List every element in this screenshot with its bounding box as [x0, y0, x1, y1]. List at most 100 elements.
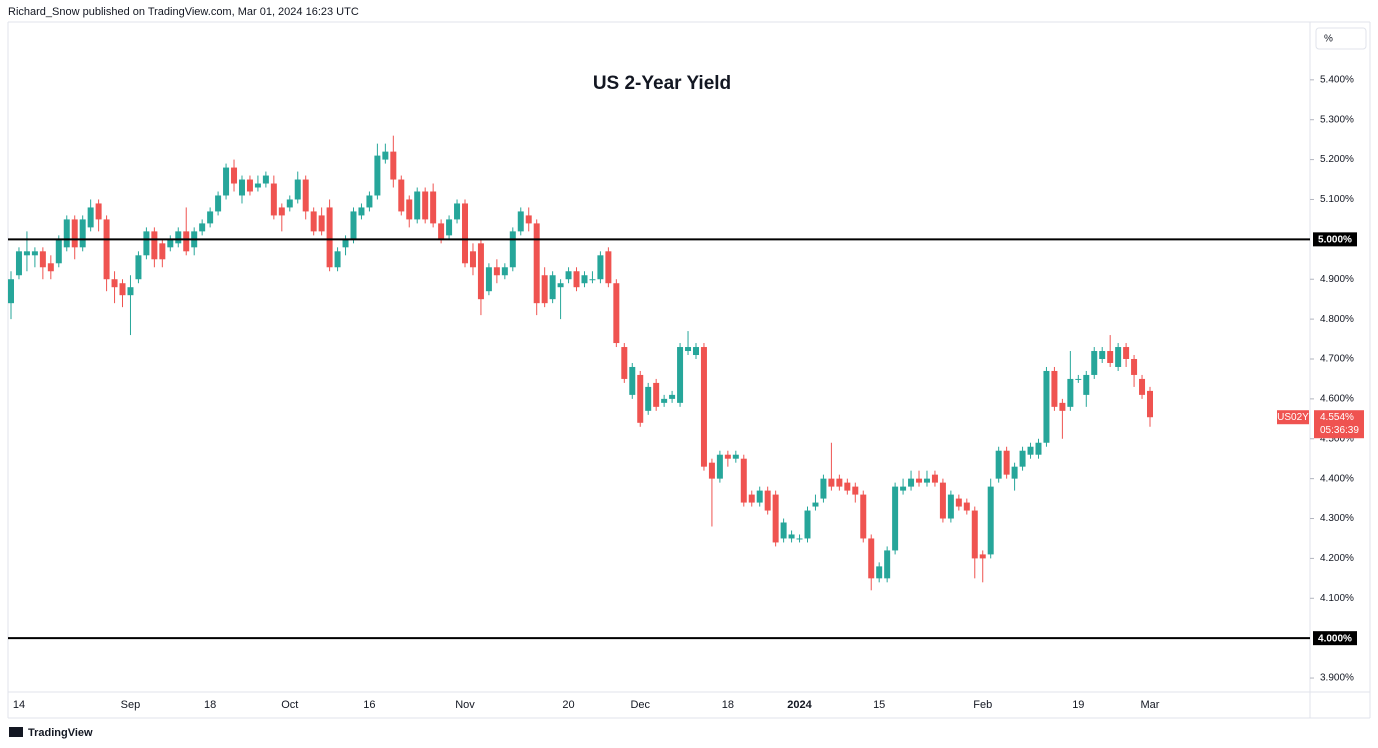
candle-body	[836, 478, 843, 487]
candle-body	[573, 271, 580, 288]
candle-body	[286, 199, 293, 208]
publish-info: Richard_Snow published on TradingView.co…	[8, 6, 359, 18]
candle-body	[63, 219, 70, 248]
candle-body	[1091, 351, 1098, 375]
candle-body	[350, 211, 357, 240]
y-tick-label: 5.200%	[1320, 154, 1354, 165]
candle-body	[438, 223, 445, 240]
candle-body	[223, 167, 230, 196]
candle-body	[262, 175, 269, 184]
x-tick-label: Mar	[1141, 699, 1160, 711]
level-label-box	[1313, 631, 1357, 646]
candle-body	[700, 347, 707, 467]
candle-body	[175, 231, 182, 244]
candle-body	[199, 223, 206, 232]
candle-body	[493, 267, 500, 276]
candle-body	[796, 538, 803, 540]
candle-body	[669, 394, 676, 399]
candle-body	[485, 267, 492, 292]
x-tick-label: 2024	[787, 699, 812, 711]
candle-body	[860, 494, 867, 539]
candle-body	[533, 223, 540, 304]
candle-body	[1099, 351, 1106, 359]
candle-body	[716, 454, 723, 479]
candle-body	[629, 366, 636, 395]
candle-body	[366, 195, 373, 208]
candle-body	[1075, 378, 1082, 380]
candle-body	[908, 478, 915, 487]
candle-body	[15, 251, 22, 276]
x-tick-label: 19	[1072, 699, 1084, 711]
candle-body	[358, 207, 365, 216]
candle-body	[979, 554, 986, 559]
candle-body	[788, 534, 795, 539]
x-tick-label: 20	[562, 699, 574, 711]
candle-body	[772, 494, 779, 543]
logo-icon	[9, 727, 23, 737]
candle-body	[318, 215, 325, 232]
candle-body	[931, 474, 938, 483]
candle-body	[477, 243, 484, 300]
candle-body	[143, 231, 150, 256]
x-tick-label: Nov	[455, 699, 475, 711]
candle-body	[748, 494, 755, 503]
y-tick-label: 5.100%	[1320, 194, 1354, 205]
x-tick-label: Sep	[121, 699, 141, 711]
candle-body	[430, 191, 437, 224]
candle-body	[469, 251, 476, 268]
candle-body	[1131, 358, 1138, 375]
candle-body	[238, 179, 245, 196]
candle-body	[557, 283, 564, 288]
candle-body	[589, 279, 596, 281]
candle-body	[406, 199, 413, 220]
candle-body	[852, 486, 859, 495]
candle-body	[254, 183, 261, 188]
candle-body	[621, 347, 628, 379]
candle-body	[820, 478, 827, 499]
candle-body	[390, 151, 397, 180]
candle-body	[637, 374, 644, 423]
candle-body	[71, 219, 78, 248]
y-tick-label: 4.400%	[1320, 473, 1354, 484]
y-tick-label: 4.500%	[1320, 433, 1354, 444]
candle-body	[87, 207, 94, 228]
candle-body	[708, 462, 715, 479]
candle-body	[334, 251, 341, 268]
candle-body	[382, 151, 389, 160]
y-tick-label: 5.400%	[1320, 74, 1354, 85]
candle-body	[183, 231, 190, 252]
candle-body	[565, 271, 572, 280]
x-tick-label: 14	[13, 699, 25, 711]
candle-body	[597, 255, 604, 280]
countdown: 05:36:39	[1320, 425, 1359, 436]
candle-body	[79, 219, 86, 248]
y-tick-label: 4.100%	[1320, 593, 1354, 604]
candle-body	[270, 183, 277, 216]
candle-body	[422, 191, 429, 220]
candle-body	[246, 179, 253, 192]
candle-body	[549, 275, 556, 300]
x-tick-label: Oct	[281, 699, 298, 711]
candle-body	[900, 486, 907, 491]
unit-label: %	[1324, 34, 1333, 45]
candle-body	[55, 239, 62, 264]
candle-body	[326, 207, 333, 268]
candle-body	[1011, 466, 1018, 479]
candle-body	[1019, 450, 1026, 467]
candle-body	[876, 566, 883, 579]
candle-body	[685, 347, 692, 352]
candle-body	[231, 167, 238, 184]
candle-body	[127, 287, 134, 296]
unit-button[interactable]	[1315, 27, 1367, 50]
candle-body	[939, 482, 946, 519]
x-tick-label: Dec	[630, 699, 650, 711]
symbol-box	[1277, 410, 1309, 425]
candle-body	[31, 251, 38, 256]
candle-body	[812, 502, 819, 507]
x-tick-label: 16	[363, 699, 375, 711]
candle-body	[95, 203, 102, 220]
symbol-label: US02Y	[1277, 412, 1309, 423]
candle-body	[1083, 374, 1090, 395]
